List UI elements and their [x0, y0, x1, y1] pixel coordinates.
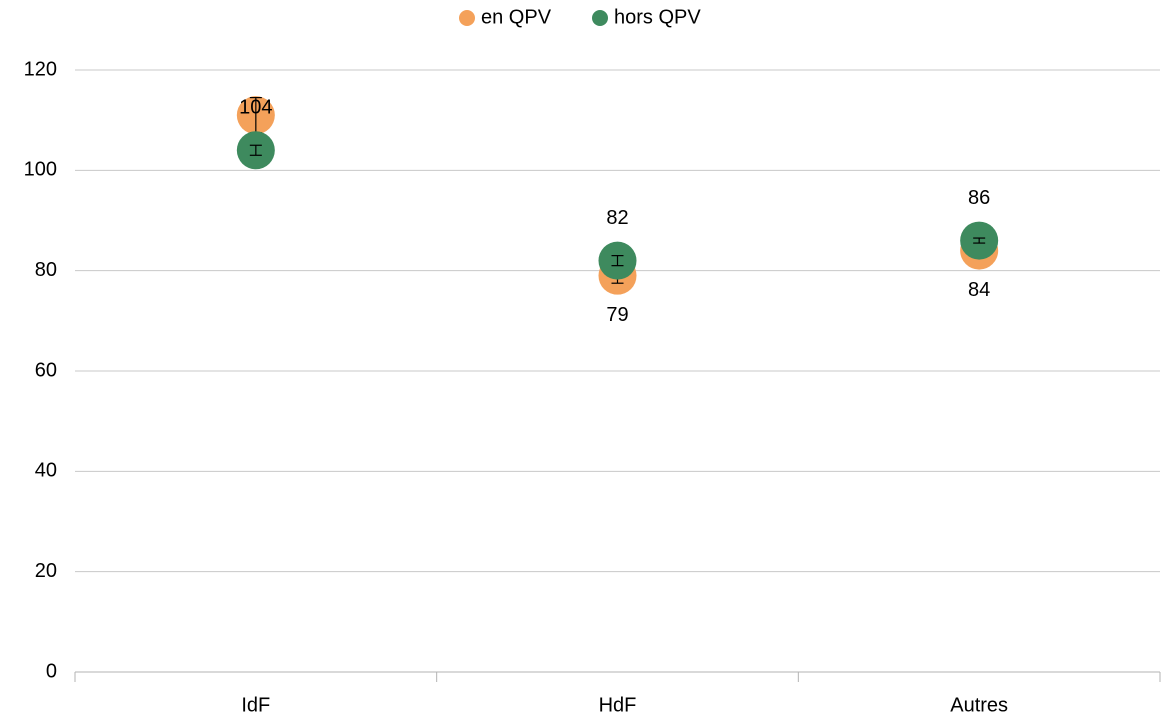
y-tick-label: 20: [35, 560, 57, 582]
legend-marker: [592, 10, 608, 26]
x-tick-label: HdF: [599, 694, 637, 716]
legend-label: en QPV: [481, 6, 552, 28]
error-bar: [611, 255, 624, 267]
y-tick-label: 100: [24, 159, 57, 181]
y-tick-label: 0: [46, 660, 57, 682]
data-label: 79: [606, 304, 628, 326]
data-label: 84: [968, 279, 990, 301]
error-bar: [973, 237, 986, 244]
y-tick-label: 40: [35, 460, 57, 482]
x-tick-label: Autres: [950, 694, 1008, 716]
data-label: 82: [606, 207, 628, 229]
y-tick-label: 80: [35, 259, 57, 281]
legend-label: hors QPV: [614, 6, 701, 28]
error-bar: [249, 144, 262, 156]
x-tick-label: IdF: [241, 694, 270, 716]
data-label: 86: [968, 187, 990, 209]
data-label: 104: [239, 97, 272, 119]
y-tick-label: 60: [35, 359, 57, 381]
y-tick-label: 120: [24, 58, 57, 80]
legend-marker: [459, 10, 475, 26]
